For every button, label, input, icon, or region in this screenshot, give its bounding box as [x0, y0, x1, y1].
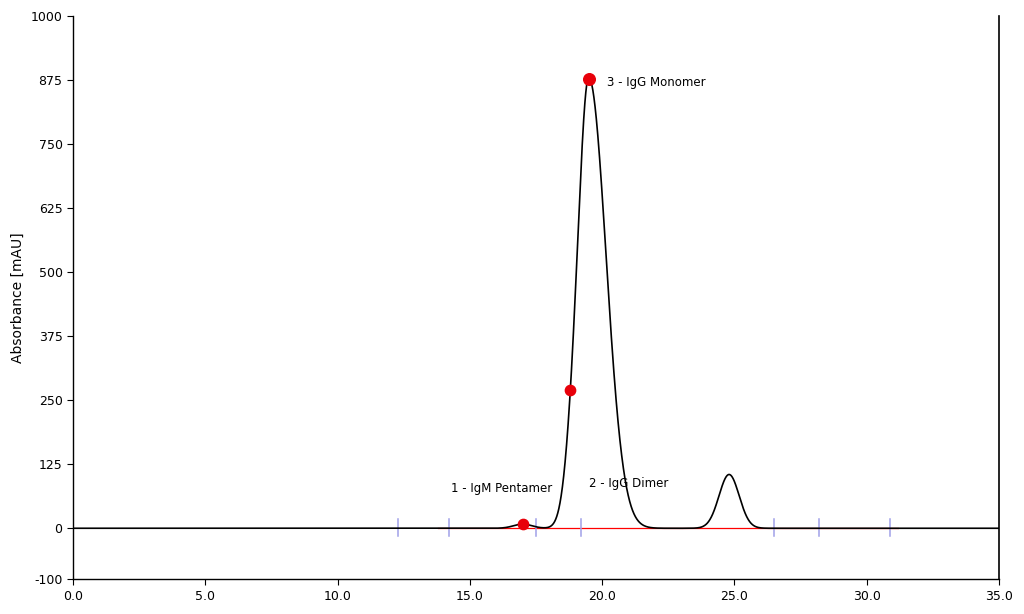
Point	[581, 74, 597, 84]
Y-axis label: Absorbance [mAU]: Absorbance [mAU]	[11, 233, 26, 363]
Text: 3 - IgG Monomer: 3 - IgG Monomer	[607, 76, 706, 89]
Text: 2 - IgG Dimer: 2 - IgG Dimer	[589, 477, 669, 490]
Point	[514, 519, 530, 529]
Text: 1 - IgM Pentamer: 1 - IgM Pentamer	[452, 482, 553, 495]
Point	[562, 384, 579, 394]
